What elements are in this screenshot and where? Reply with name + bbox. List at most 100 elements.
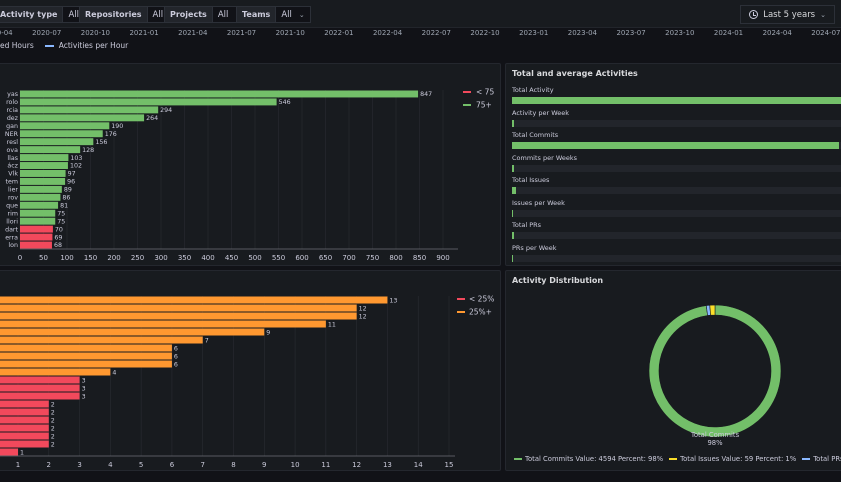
bar[interactable] [0,352,172,360]
bar[interactable] [0,312,357,320]
bar[interactable] [20,185,62,193]
bar[interactable] [0,424,49,432]
legend-swatch [802,458,811,460]
bar[interactable] [0,440,49,448]
x-tick-label: 750 [366,254,379,262]
stat-row: Total Activity [512,86,841,104]
bar[interactable] [20,170,66,177]
time-tick-label: 2021-04 [178,29,208,37]
bar[interactable] [20,233,53,241]
legend-label[interactable]: < 75 [476,88,494,97]
bar[interactable] [0,336,203,344]
bar[interactable] [20,201,59,209]
x-tick-label: 800 [389,254,402,262]
stat-bar-fill[interactable] [512,142,840,149]
bar[interactable] [20,122,110,130]
stat-bar-fill[interactable] [512,97,841,104]
time-tick-label: 2024-04 [762,29,792,37]
legend-label[interactable]: 75+ [476,101,492,110]
bar[interactable] [0,384,80,392]
bar[interactable] [0,320,326,328]
bar[interactable] [0,408,49,416]
bar-value-label: 176 [105,131,117,138]
x-tick-label: 5 [139,461,143,469]
bar[interactable] [0,400,49,408]
stat-bar-fill[interactable] [512,187,517,194]
x-tick-label: 0 [18,254,22,262]
filter-label: Activity type [0,6,64,23]
stat-row: PRs per Week [512,244,841,262]
stat-bar-fill[interactable] [512,119,514,127]
donut-slice[interactable] [709,304,716,316]
legend-item-activities-per-hour[interactable]: Activities per Hour [58,41,129,50]
bar[interactable] [0,296,388,304]
bar[interactable] [20,177,66,185]
bar[interactable] [20,90,419,98]
legend-label[interactable]: 25%+ [469,308,492,317]
stat-row: Total Commits [512,131,841,149]
bar[interactable] [0,368,111,376]
bar[interactable] [20,241,52,249]
stat-bar-fill[interactable] [512,209,513,217]
legend-swatch [514,458,522,460]
donut-legend: Total Commits Value: 4594 Percent: 98% To… [514,455,841,463]
bar-value-label: 81 [60,202,68,209]
legend-line-icon [44,44,54,47]
bar-value-label: 75 [57,210,65,217]
time-range-picker[interactable]: Last 5 years ⌄ [740,5,835,24]
donut-center-value: 98% [707,439,723,447]
bar[interactable] [0,304,357,312]
bar[interactable] [0,376,80,384]
time-tick-label: 2023-04 [567,29,598,37]
donut-slice[interactable] [648,304,782,438]
stat-row: Total Issues [512,176,841,194]
bar-value-label: 86 [62,195,70,202]
bar[interactable] [0,392,80,400]
bar[interactable] [0,432,49,440]
stat-label: Total Activity [512,86,554,94]
category-label: rolo [6,99,18,106]
time-tick-label: 2022-04 [372,29,403,37]
bar[interactable] [20,146,81,154]
bar[interactable] [20,209,56,217]
bar[interactable] [0,328,265,336]
donut-legend-item[interactable]: Total Issues Value: 59 Percent: 1% [669,455,796,463]
legend-item-hours[interactable]: ed Hours [0,41,34,50]
bar[interactable] [20,138,94,146]
category-label: lier [8,187,18,194]
filter-projects[interactable]: Projects All⌄ [164,6,248,23]
legend-text: Total Commits Value: 4594 Percent: 98% [525,455,664,463]
category-label: erra [5,234,18,241]
x-tick-label: 350 [178,254,191,262]
bar[interactable] [20,154,69,162]
category-label: ova [7,147,19,154]
panel-title: Total and average Activities [512,69,638,78]
bar[interactable] [20,106,159,114]
bar-value-label: 6 [174,361,178,368]
activities-bar-panel: 0 50 100 150 200 250 300 350 400 450 500 550 600 650 7… [0,63,501,266]
clock-icon [749,10,759,19]
filter-teams[interactable]: Teams All ⌄ [236,6,311,23]
bar[interactable] [20,98,277,106]
bar-value-label: 70 [55,226,63,233]
bar[interactable] [0,360,172,368]
filter-select[interactable]: All⌄ [276,6,311,23]
donut-legend-item[interactable]: Total Commits Value: 4594 Percent: 98% [514,455,663,463]
x-tick-label: 10 [291,461,300,469]
bar[interactable] [0,416,49,424]
bar[interactable] [20,217,56,225]
legend-label[interactable]: < 25% [469,295,494,304]
bar[interactable] [20,130,103,138]
stat-bar-fill[interactable] [512,164,514,172]
bar[interactable] [20,225,53,233]
bar[interactable] [0,448,18,456]
bar[interactable] [20,193,61,201]
bar-value-label: 103 [70,155,82,162]
stat-bar-fill[interactable] [512,232,514,239]
x-tick-label: 100 [60,254,73,262]
stat-bar-fill[interactable] [512,254,513,262]
bar[interactable] [20,114,145,122]
donut-legend-item[interactable]: Total PRs [802,455,841,463]
bar[interactable] [0,344,172,352]
bar[interactable] [20,162,68,169]
